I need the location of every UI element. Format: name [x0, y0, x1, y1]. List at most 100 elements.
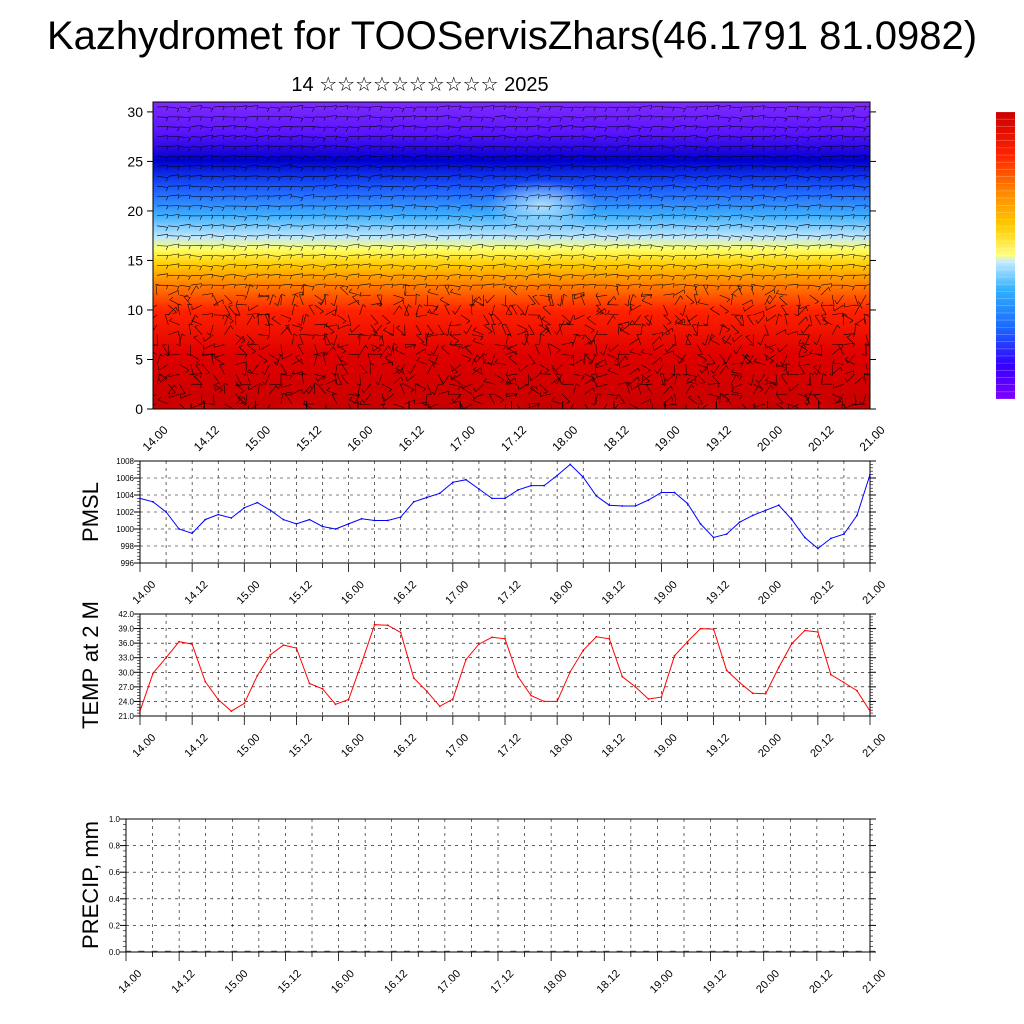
wind-barb-flag [504, 283, 506, 288]
wind-barb-flag [717, 383, 720, 388]
wind-barb [235, 116, 247, 119]
wind-barb [473, 330, 484, 335]
wind-barb-flag [447, 105, 450, 110]
wind-barb-flag [722, 360, 726, 365]
wind-barb-flag [380, 235, 383, 240]
wind-barb [224, 214, 236, 217]
wind-barb-flag [267, 274, 270, 279]
wind-barb [427, 195, 439, 197]
wind-barb-flag [177, 166, 180, 171]
wind-barb-flag [340, 285, 345, 288]
wind-barb-flag [507, 345, 512, 349]
wind-barb-flag [672, 234, 675, 239]
data-point [830, 537, 832, 540]
wind-barb [246, 144, 258, 147]
wind-barb [782, 354, 788, 365]
wind-barb-flag [672, 195, 675, 201]
data-point [504, 497, 506, 500]
precip-bar [510, 950, 517, 952]
wind-barb [595, 308, 606, 316]
wind-barb-flag [222, 156, 225, 161]
wind-barb [854, 235, 866, 237]
wind-barb [629, 194, 641, 197]
wind-barb [269, 126, 281, 128]
wind-barb [483, 255, 495, 258]
wind-barb [223, 383, 225, 395]
wind-barb-flag [278, 274, 281, 279]
wind-barb [846, 336, 855, 345]
wind-barb [807, 394, 810, 406]
wind-barb-flag [751, 273, 754, 279]
wind-barb [336, 374, 342, 385]
wind-barb-flag [345, 286, 349, 291]
wind-barb-flag [576, 383, 580, 387]
wind-barb-flag [380, 274, 383, 279]
wind-barb [248, 304, 259, 311]
wind-barb-flag [740, 253, 743, 259]
wind-barb-flag [841, 185, 844, 190]
wind-barb-flag [695, 135, 698, 140]
wind-barb-flag [401, 334, 406, 337]
wind-barb-flag [256, 105, 259, 110]
wind-barb [235, 334, 246, 342]
wind-barb [640, 204, 652, 207]
wind-barb [764, 225, 776, 228]
wind-barb-flag [221, 187, 225, 192]
wind-barb [584, 387, 594, 395]
wind-barb [156, 353, 161, 365]
wind-barb-flag [196, 364, 201, 366]
wind-barb-flag [503, 245, 506, 250]
wind-barb-flag [587, 360, 592, 365]
wind-barb-flag [677, 373, 681, 377]
wind-barb [291, 234, 304, 236]
data-point [491, 497, 493, 500]
wind-barb-flag [630, 303, 635, 307]
wind-barb-flag [503, 255, 506, 260]
wind-barb [843, 263, 855, 266]
wind-barb [798, 255, 810, 257]
wind-barb [532, 296, 540, 306]
wind-barb [528, 185, 540, 187]
wind-barb-flag [615, 286, 619, 291]
wind-barb-flag [627, 155, 630, 160]
wind-barb-flag [569, 363, 574, 366]
wind-barb-flag [199, 116, 203, 121]
wind-barb [776, 293, 788, 296]
wind-barb-flag [661, 284, 664, 289]
wind-barb-flag [402, 147, 405, 152]
wind-barb [854, 126, 866, 129]
wind-barb-flag [165, 196, 169, 201]
wind-barb [775, 134, 787, 137]
x-tick-label: 14.00 [130, 732, 158, 760]
wind-barb-flag [473, 366, 477, 371]
wind-barb-flag [402, 214, 405, 219]
data-point [256, 501, 259, 504]
wind-barb-flag [566, 322, 570, 326]
wind-barb-flag [383, 396, 385, 402]
data-point [738, 681, 741, 684]
wind-barb [460, 245, 472, 248]
wind-barb-flag [830, 283, 833, 288]
wind-barb-flag [774, 145, 776, 150]
wind-barb [595, 359, 606, 365]
wind-barb [724, 334, 732, 345]
wind-barb [483, 116, 495, 119]
wind-barb-flag [469, 255, 473, 260]
wind-barb-flag [683, 225, 686, 230]
wind-barb-flag [357, 354, 360, 359]
wind-barb [607, 255, 619, 258]
wind-barb [486, 294, 495, 304]
wind-barb-flag [425, 165, 428, 170]
y-tick-label: 21.0 [118, 712, 134, 721]
wind-barb-flag [729, 254, 731, 259]
wind-barb [359, 304, 364, 315]
wind-barb-flag [289, 186, 293, 191]
wind-barb-flag [391, 126, 394, 132]
data-point [478, 643, 480, 645]
precip-bar [311, 950, 317, 952]
wind-barb-flag [514, 236, 518, 241]
wind-barb-flag [604, 186, 608, 191]
wind-barb-flag [301, 371, 303, 376]
wind-barb-flag [541, 316, 546, 320]
wind-barb-flag [671, 207, 675, 212]
